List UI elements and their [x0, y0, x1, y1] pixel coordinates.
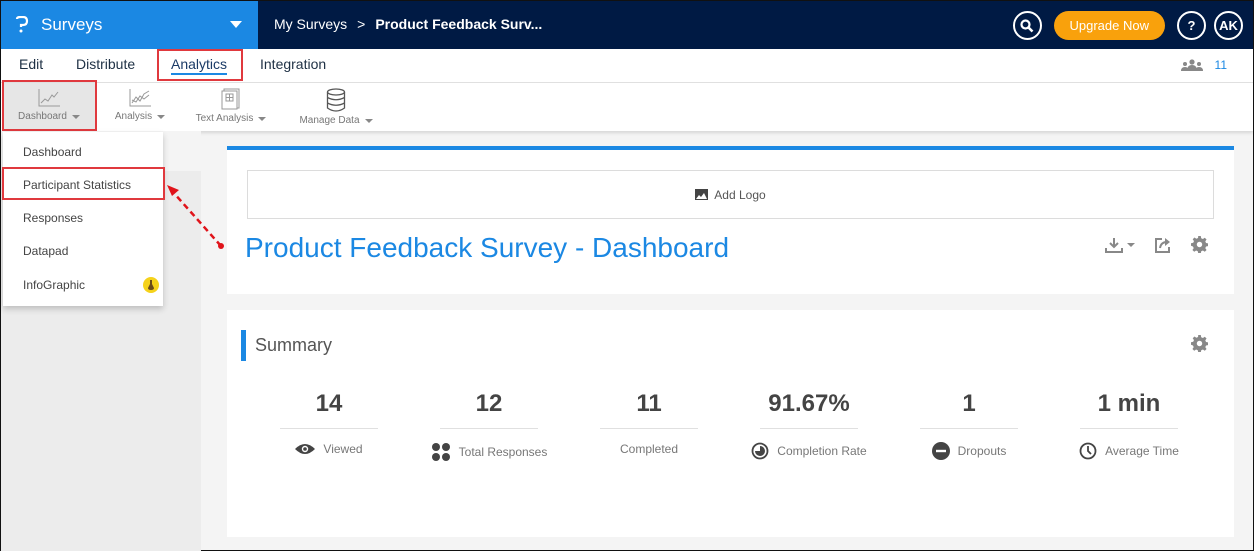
database-icon: [326, 88, 346, 112]
gear-icon[interactable]: [1191, 236, 1208, 253]
chevron-down-icon: [258, 116, 267, 121]
upgrade-now-button[interactable]: Upgrade Now: [1053, 11, 1165, 40]
dashboard-header-card: Add Logo Product Feedback Survey - Dashb…: [227, 146, 1234, 294]
line-chart-icon: [38, 89, 60, 107]
download-icon: [1105, 237, 1123, 253]
app-name: Surveys: [41, 15, 103, 34]
annotation-arrow: [167, 185, 224, 249]
toolbar-dashboard[interactable]: Dashboard: [3, 83, 95, 131]
menu-item-responses[interactable]: Responses: [23, 210, 84, 225]
search-button[interactable]: [1012, 11, 1042, 40]
top-bar: Surveys My Surveys > Product Feedback Su…: [1, 1, 1253, 49]
minus-circle-icon: [931, 442, 950, 460]
survey-tabs: Edit Distribute Analytics Integration 11: [1, 49, 1253, 83]
participant-statistics-highlight-box: [2, 167, 165, 200]
participant-count-value: 11: [1214, 58, 1227, 72]
breadcrumb: My Surveys > Product Feedback Surv...: [274, 16, 542, 32]
help-button[interactable]: ?: [1177, 11, 1206, 40]
download-button[interactable]: [1105, 237, 1135, 253]
search-icon: [1020, 18, 1034, 32]
toolbar-manage-data[interactable]: Manage Data: [296, 83, 376, 131]
clock-icon: [1079, 442, 1097, 460]
breadcrumb-separator: >: [357, 16, 366, 32]
stat-average-time: 1 min Average Time: [1049, 390, 1209, 462]
stat-completed: 11 Completed: [569, 390, 729, 462]
stat-dropouts: 1 Dropouts: [889, 390, 1049, 462]
grid-dots-icon: [431, 443, 450, 461]
tab-distribute[interactable]: Distribute: [76, 56, 136, 72]
stat-completion-rate: 91.67% Completion Rate: [729, 390, 889, 462]
gear-icon[interactable]: [1191, 335, 1208, 352]
image-icon: [695, 189, 709, 200]
chevron-down-icon: [230, 21, 242, 28]
tab-analytics[interactable]: Analytics: [171, 56, 228, 75]
avatar[interactable]: AK: [1214, 11, 1243, 40]
summary-title: Summary: [241, 330, 332, 361]
toolbar-analysis[interactable]: Analysis: [109, 83, 171, 131]
pie-clock-icon: [751, 442, 769, 460]
page-title: Product Feedback Survey - Dashboard: [245, 232, 730, 263]
summary-stats: 14 Viewed 12 Total Responses 11 Complete…: [249, 390, 1209, 462]
analytics-toolbar: Dashboard Analysis Text Analysis Manage …: [1, 83, 1253, 131]
summary-card: Summary 14 Viewed 12 Total Responses 11 …: [227, 310, 1234, 537]
toolbar-text-analysis[interactable]: Text Analysis: [191, 83, 271, 131]
breadcrumb-my-surveys[interactable]: My Surveys: [274, 16, 348, 32]
chevron-down-icon: [71, 114, 80, 119]
stat-viewed: 14 Viewed: [249, 390, 409, 462]
chevron-down-icon: [364, 118, 373, 123]
participant-count[interactable]: 11: [1180, 58, 1227, 72]
users-icon: [1180, 59, 1203, 71]
lab-flask-icon: [143, 277, 159, 293]
dashboard-dropdown-menu: Dashboard Participant Statistics Respons…: [3, 132, 163, 306]
analytics-highlight-box: [157, 49, 243, 81]
eye-icon: [295, 444, 316, 454]
share-icon[interactable]: [1155, 237, 1171, 253]
app-logo-icon: [15, 15, 31, 35]
tab-integration[interactable]: Integration: [260, 56, 327, 72]
document-grid-icon: [221, 88, 240, 110]
breadcrumb-current-survey: Product Feedback Surv...: [375, 16, 543, 32]
chevron-down-icon: [157, 114, 166, 119]
menu-item-dashboard[interactable]: Dashboard: [23, 144, 82, 159]
stat-total-responses: 12 Total Responses: [409, 390, 569, 462]
menu-item-participant-statistics[interactable]: Participant Statistics: [23, 177, 132, 192]
multi-line-chart-icon: [129, 89, 151, 107]
app-switcher[interactable]: Surveys: [1, 1, 258, 49]
chevron-down-icon: [1127, 242, 1135, 247]
menu-item-datapad[interactable]: Datapad: [23, 243, 69, 258]
add-logo-button[interactable]: Add Logo: [247, 170, 1214, 219]
tab-edit[interactable]: Edit: [19, 56, 44, 72]
menu-item-infographic[interactable]: InfoGraphic: [3, 268, 163, 301]
dashboard-highlight-box: [2, 80, 97, 131]
